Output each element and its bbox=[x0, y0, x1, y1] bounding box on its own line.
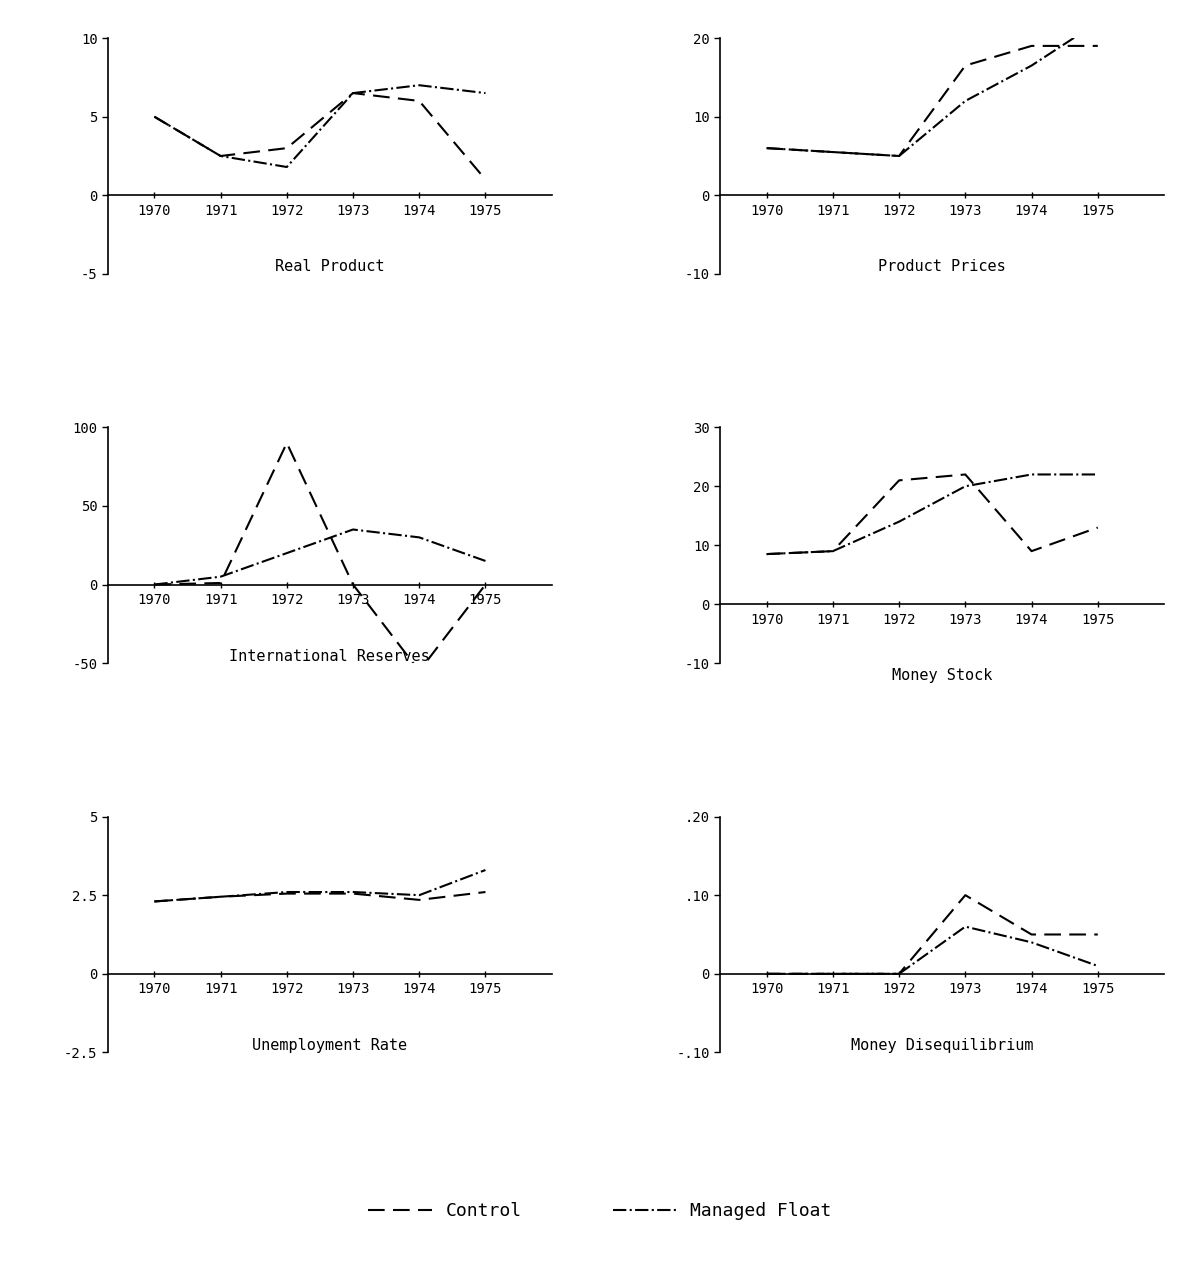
X-axis label: Product Prices: Product Prices bbox=[878, 260, 1006, 274]
X-axis label: Money Stock: Money Stock bbox=[892, 668, 992, 683]
Legend: Control, Managed Float: Control, Managed Float bbox=[361, 1194, 839, 1227]
X-axis label: Unemployment Rate: Unemployment Rate bbox=[252, 1037, 408, 1052]
X-axis label: International Reserves: International Reserves bbox=[229, 648, 431, 663]
X-axis label: Money Disequilibrium: Money Disequilibrium bbox=[851, 1037, 1033, 1052]
X-axis label: Real Product: Real Product bbox=[275, 260, 384, 274]
